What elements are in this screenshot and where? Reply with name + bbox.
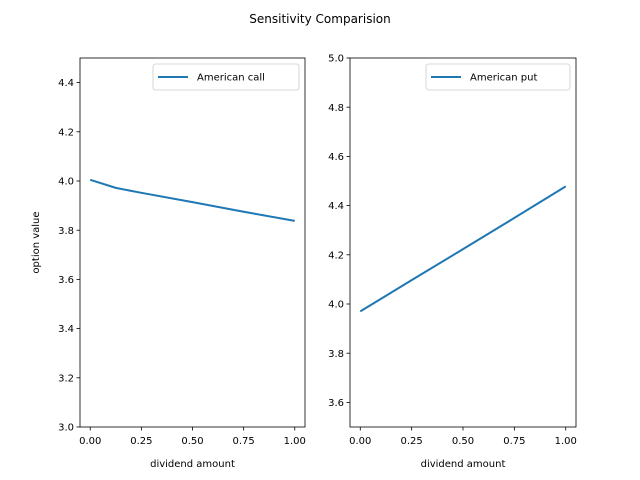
x-tick-label: 0.00	[79, 436, 101, 447]
x-tick-label: 0.00	[349, 436, 371, 447]
series-line-put	[359, 185, 567, 313]
x-axis-label-call: dividend amount	[150, 459, 235, 470]
x-tick-label: 0.25	[401, 436, 423, 447]
y-tick-label: 3.8	[328, 349, 344, 360]
y-tick-label: 3.4	[58, 324, 74, 335]
x-tick-label: 1.00	[555, 436, 577, 447]
y-tick-label: 4.2	[58, 127, 74, 138]
x-tick-label: 0.50	[181, 436, 203, 447]
legend-box	[152, 63, 300, 91]
y-tick-label: 4.8	[328, 103, 344, 114]
legend-label: American call	[197, 73, 265, 84]
y-tick-label: 3.6	[328, 398, 344, 409]
subplot-american-put: 0.00 0.25 0.50 0.75 1.00 3.6 3.8 4.0 4.2 4.4 4.6 4.…	[328, 54, 577, 470]
y-axis-label-call: option value	[31, 211, 42, 273]
x-tick-label: 0.75	[503, 436, 525, 447]
x-tick-label: 0.50	[452, 436, 474, 447]
y-tick-label: 4.4	[328, 201, 344, 212]
y-tick-label: 3.2	[58, 373, 74, 384]
series-line-call	[89, 178, 295, 222]
figure-suptitle: Sensitivity Comparision	[249, 12, 390, 26]
y-tick-label: 3.8	[58, 226, 74, 237]
y-tick-label: 3.6	[58, 275, 74, 286]
legend-box	[425, 63, 571, 91]
x-tick-label: 1.00	[284, 436, 306, 447]
y-tick-label: 4.0	[328, 300, 344, 311]
y-tick-label: 4.2	[328, 250, 344, 261]
legend-put: American put	[425, 63, 571, 91]
y-tick-label: 4.4	[58, 78, 74, 89]
subplot-american-call: 0.00 0.25 0.50 0.75 1.00 3.0 3.2 3.4 3.6 3.8 4.0 4.…	[31, 57, 306, 470]
y-tick-label: 4.6	[328, 152, 344, 163]
y-tick-label: 3.0	[58, 423, 74, 434]
y-tick-label: 4.0	[58, 177, 74, 188]
legend-label: American put	[470, 73, 537, 84]
x-axis-label-put: dividend amount	[421, 459, 506, 470]
x-tick-label: 0.25	[130, 436, 152, 447]
y-tick-label: 5.0	[328, 54, 344, 65]
legend-call: American call	[152, 63, 300, 91]
x-tick-label: 0.75	[233, 436, 255, 447]
